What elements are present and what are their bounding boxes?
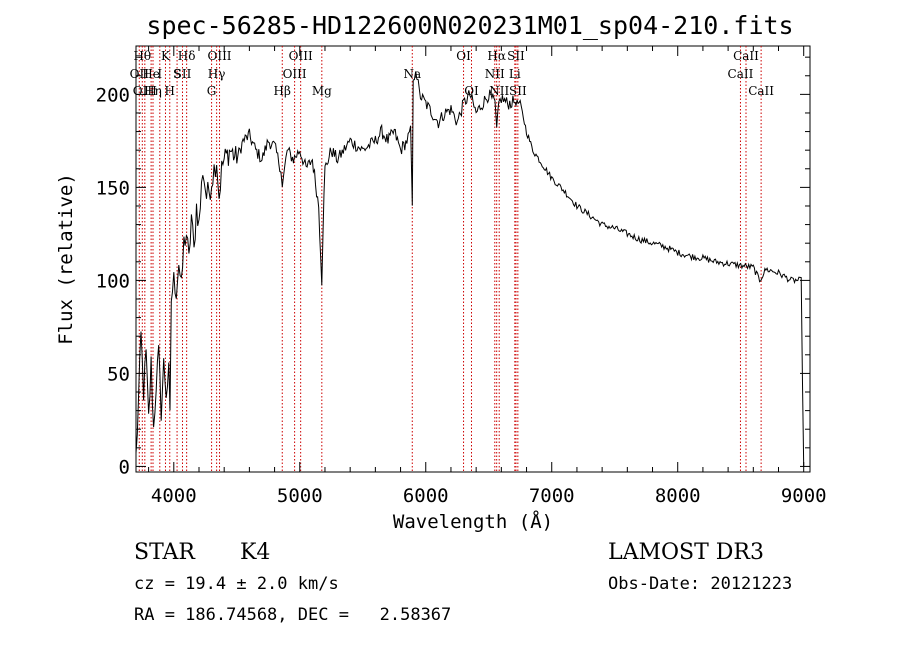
line-marker-label: Hβ — [274, 84, 291, 98]
line-marker-label: SII — [507, 49, 525, 63]
object-subclass: K4 — [240, 540, 270, 565]
y-tick-label: 100 — [96, 270, 130, 292]
x-tick-label: 7000 — [529, 485, 575, 507]
chart-title: spec-56285-HD122600N020231M01_sp04-210.f… — [146, 11, 793, 40]
line-marker-label: Na — [403, 67, 421, 81]
plot-frame — [135, 45, 811, 473]
line-marker-label: H — [165, 84, 175, 98]
line-marker-label: SII — [509, 84, 527, 98]
y-axis: 0 50 100 150 200 — [96, 56, 810, 478]
line-marker-label: CaII — [748, 84, 774, 98]
line-marker-label: Hδ — [178, 49, 196, 63]
y-tick-label: 0 — [119, 456, 130, 478]
spectrum-line — [135, 71, 805, 467]
line-marker-label: OII — [130, 67, 150, 81]
line-marker-label: Hη — [144, 84, 162, 98]
x-tick-label: 4000 — [151, 485, 197, 507]
line-marker-label: OI — [456, 49, 471, 63]
line-marker-label: Hθ — [133, 49, 151, 63]
line-marker-label: G — [207, 84, 217, 98]
y-tick-label: 50 — [107, 363, 130, 385]
x-tick-label: 8000 — [655, 485, 701, 507]
line-marker-label: He — [142, 67, 160, 81]
line-marker-label: Li — [509, 67, 521, 81]
y-axis-label: Flux (relative) — [55, 173, 77, 345]
x-tick-label: 9000 — [781, 485, 827, 507]
line-marker-label: S — [173, 67, 181, 81]
line-marker-label: CaII — [733, 49, 759, 63]
line-marker-label: NII — [489, 84, 509, 98]
x-axis-label: Wavelength (Å) — [393, 510, 553, 533]
spectral-line-labels: OIIHθOIIIHeHηIKHSSIIHδGHγOIIIHβOIIIOIIIM… — [130, 49, 775, 98]
y-tick-label: 150 — [96, 177, 130, 199]
line-marker-label: OIII — [289, 49, 313, 63]
observation-date: Obs-Date: 20121223 — [608, 574, 792, 594]
ra-dec: RA = 186.74568, DEC = 2.58367 — [134, 605, 451, 625]
line-marker-label: I — [157, 67, 162, 81]
line-marker-label: OIII — [207, 49, 231, 63]
x-axis: 4000 5000 6000 7000 8000 9000 — [148, 46, 827, 507]
survey-name: LAMOST DR3 — [608, 540, 764, 565]
spectrum-series — [135, 71, 805, 467]
line-marker-label: K — [161, 49, 171, 63]
line-marker-label: Hα — [487, 49, 506, 63]
x-tick-label: 6000 — [403, 485, 449, 507]
line-marker-label: OIII — [283, 67, 307, 81]
line-marker-label: Mg — [312, 84, 332, 98]
object-class: STAR — [134, 540, 196, 565]
y-tick-label: 200 — [96, 84, 130, 106]
x-tick-label: 5000 — [277, 485, 323, 507]
line-marker-label: NII — [485, 67, 505, 81]
line-marker-label: Hγ — [208, 67, 226, 81]
line-marker-label: CaII — [728, 67, 754, 81]
line-marker-label: SII — [174, 67, 192, 81]
redshift-velocity: cz = 19.4 ± 2.0 km/s — [134, 574, 339, 594]
